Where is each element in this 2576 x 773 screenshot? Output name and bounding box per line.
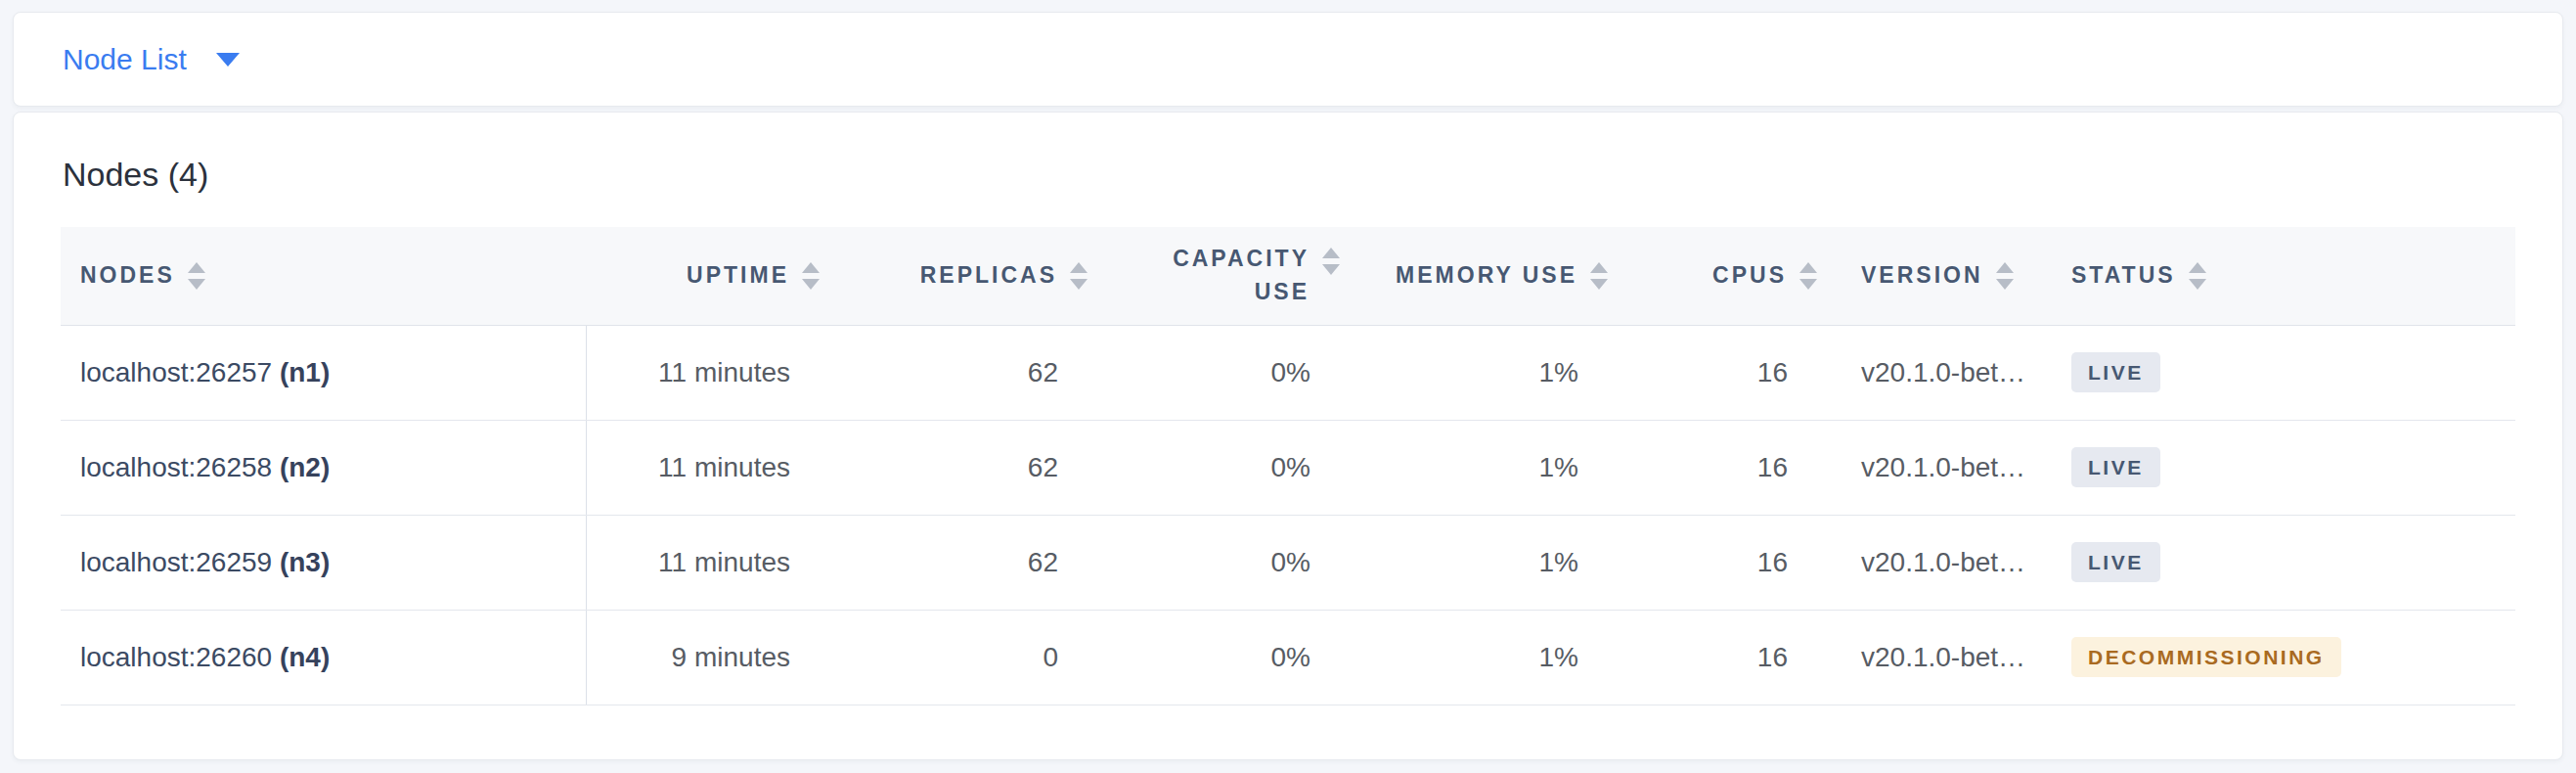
page: Node List Nodes (4) Nodes: [0, 0, 2576, 772]
view-selector-card: Node List: [13, 12, 2563, 107]
node-id: (n3): [280, 547, 330, 577]
status-badge: LIVE: [2071, 447, 2160, 487]
column-header-status[interactable]: Status: [2046, 227, 2515, 325]
sort-icon[interactable]: [1799, 262, 1817, 290]
version-cell: v20.1.0-bet…: [1835, 420, 2046, 515]
status-badge: LIVE: [2071, 352, 2160, 392]
sort-icon[interactable]: [1996, 262, 2014, 290]
status-cell: LIVE: [2046, 515, 2515, 610]
sort-icon[interactable]: [1322, 248, 1340, 275]
node-id: (n2): [280, 452, 330, 482]
cpus-cell: 16: [1625, 325, 1835, 420]
capacity-use-cell: 0%: [1105, 515, 1357, 610]
version-cell: v20.1.0-bet…: [1835, 515, 2046, 610]
node-address-cell[interactable]: localhost:26260 (n4): [61, 610, 586, 705]
memory-use-cell: 1%: [1357, 325, 1625, 420]
memory-use-cell: 1%: [1357, 610, 1625, 705]
sort-icon[interactable]: [2189, 262, 2206, 290]
sort-icon[interactable]: [1070, 262, 1088, 290]
memory-use-cell: 1%: [1357, 420, 1625, 515]
cpus-cell: 16: [1625, 420, 1835, 515]
caret-down-icon: [216, 53, 240, 67]
status-badge: DECOMMISSIONING: [2071, 637, 2341, 677]
uptime-cell: 11 minutes: [586, 515, 837, 610]
replicas-cell: 62: [837, 325, 1105, 420]
capacity-use-cell: 0%: [1105, 325, 1357, 420]
capacity-use-cell: 0%: [1105, 420, 1357, 515]
node-id: (n1): [280, 357, 330, 387]
column-header-nodes[interactable]: Nodes: [61, 227, 586, 325]
nodes-card: Nodes (4) Nodes Uptime: [13, 112, 2563, 760]
nodes-table: Nodes Uptime Replicas: [61, 227, 2515, 705]
node-list-dropdown[interactable]: Node List: [63, 43, 240, 76]
column-header-capacity-use[interactable]: Capacity Use: [1105, 227, 1357, 325]
column-header-cpus[interactable]: CPUs: [1625, 227, 1835, 325]
replicas-cell: 62: [837, 420, 1105, 515]
cpus-cell: 16: [1625, 610, 1835, 705]
node-address-cell[interactable]: localhost:26257 (n1): [61, 325, 586, 420]
replicas-cell: 0: [837, 610, 1105, 705]
table-row-node-1[interactable]: localhost:26257 (n1) 11 minutes 62 0% 1%…: [61, 325, 2515, 420]
node-address-cell[interactable]: localhost:26258 (n2): [61, 420, 586, 515]
table-row-node-4[interactable]: localhost:26260 (n4) 9 minutes 0 0% 1% 1…: [61, 610, 2515, 705]
status-cell: LIVE: [2046, 420, 2515, 515]
column-header-memory-use[interactable]: Memory Use: [1357, 227, 1625, 325]
page-title: Nodes (4): [63, 156, 2515, 194]
replicas-cell: 62: [837, 515, 1105, 610]
version-cell: v20.1.0-bet…: [1835, 610, 2046, 705]
capacity-use-cell: 0%: [1105, 610, 1357, 705]
node-address-cell[interactable]: localhost:26259 (n3): [61, 515, 586, 610]
status-cell: DECOMMISSIONING: [2046, 610, 2515, 705]
uptime-cell: 11 minutes: [586, 325, 837, 420]
uptime-cell: 9 minutes: [586, 610, 837, 705]
node-id: (n4): [280, 642, 330, 672]
uptime-cell: 11 minutes: [586, 420, 837, 515]
status-badge: LIVE: [2071, 542, 2160, 582]
version-cell: v20.1.0-bet…: [1835, 325, 2046, 420]
status-cell: LIVE: [2046, 325, 2515, 420]
column-header-replicas[interactable]: Replicas: [837, 227, 1105, 325]
cpus-cell: 16: [1625, 515, 1835, 610]
table-row-node-3[interactable]: localhost:26259 (n3) 11 minutes 62 0% 1%…: [61, 515, 2515, 610]
memory-use-cell: 1%: [1357, 515, 1625, 610]
sort-icon[interactable]: [188, 262, 205, 290]
column-header-uptime[interactable]: Uptime: [586, 227, 837, 325]
table-header-row: Nodes Uptime Replicas: [61, 227, 2515, 325]
column-header-version[interactable]: Version: [1835, 227, 2046, 325]
sort-icon[interactable]: [1590, 262, 1608, 290]
sort-icon[interactable]: [802, 262, 820, 290]
node-list-dropdown-label: Node List: [63, 43, 187, 76]
table-row-node-2[interactable]: localhost:26258 (n2) 11 minutes 62 0% 1%…: [61, 420, 2515, 515]
